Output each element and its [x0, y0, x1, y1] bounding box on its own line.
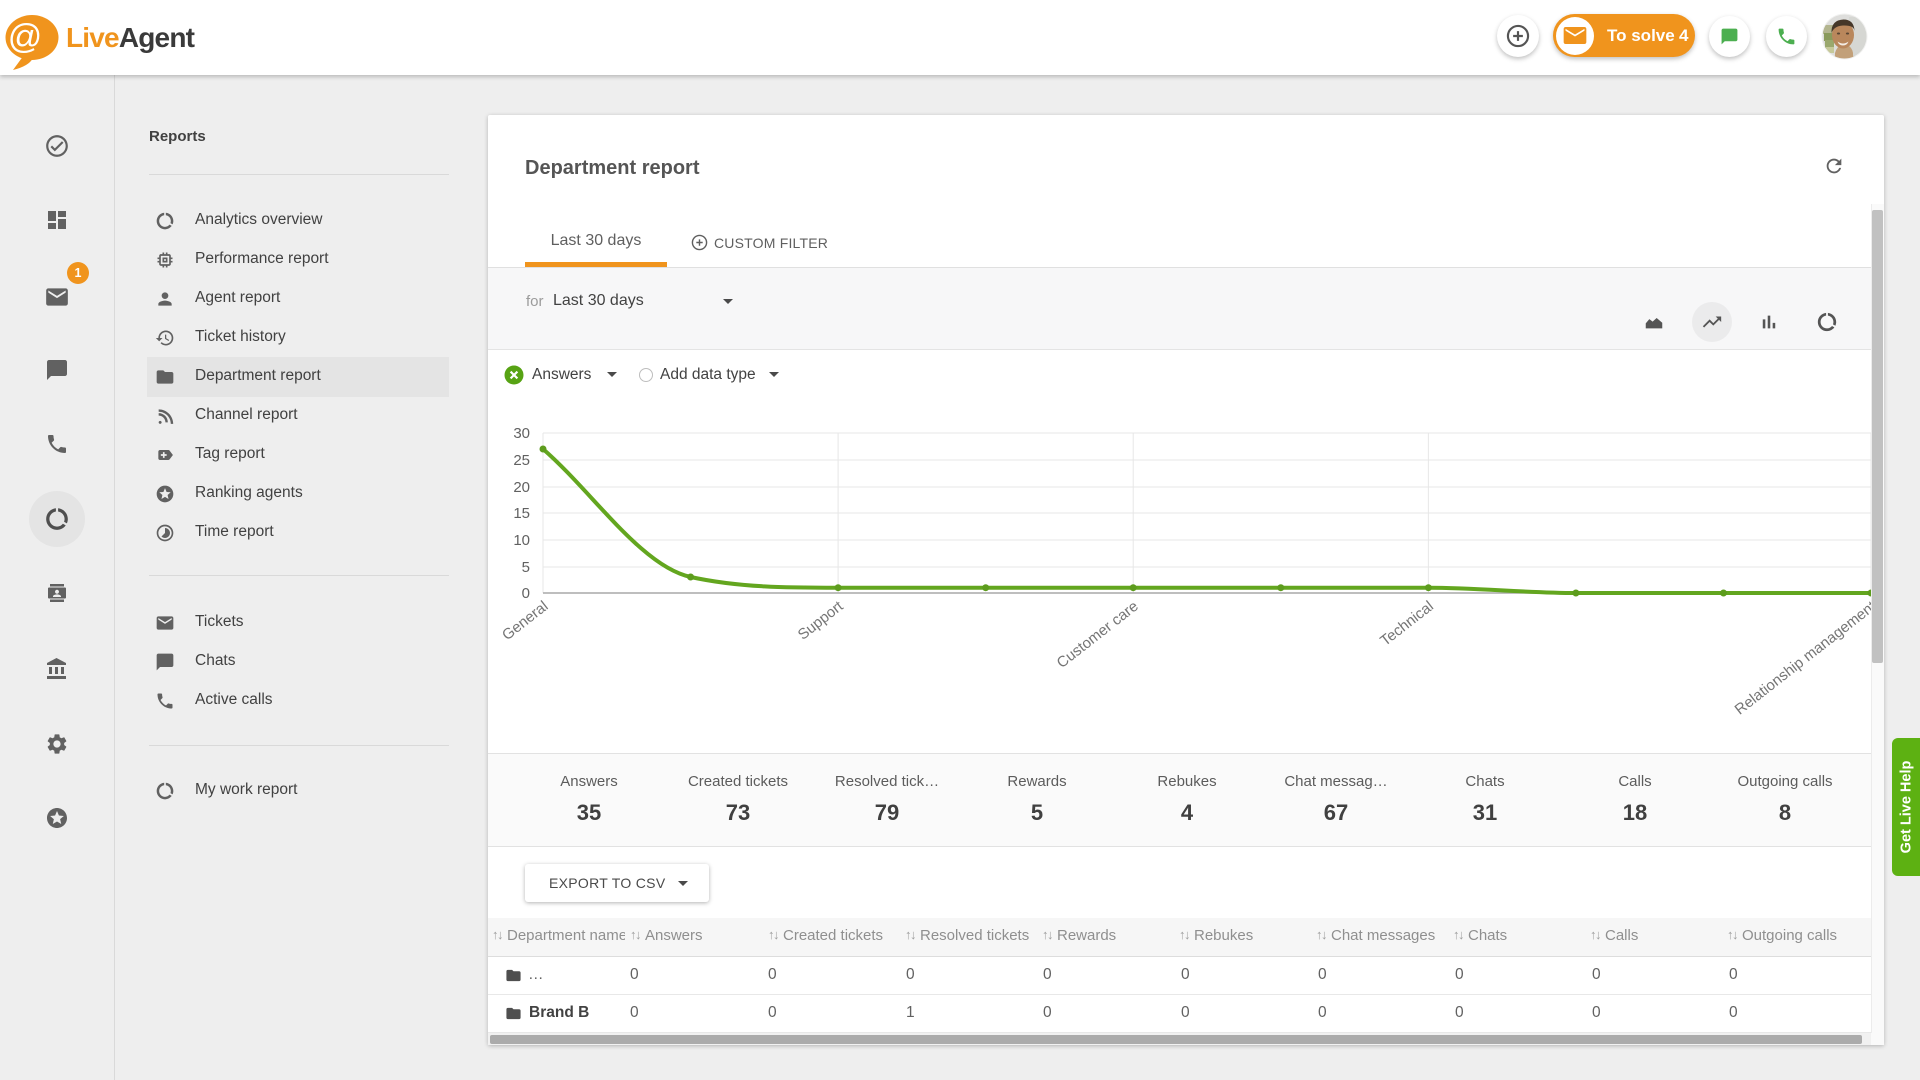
- svg-text:30: 30: [513, 425, 530, 442]
- svg-text:Technical: Technical: [1377, 598, 1437, 650]
- svg-text:Support: Support: [795, 597, 848, 643]
- svg-text:Customer care: Customer care: [1054, 598, 1142, 672]
- svg-text:5: 5: [522, 559, 530, 576]
- svg-text:25: 25: [513, 452, 530, 469]
- svg-text:General: General: [499, 598, 552, 644]
- svg-text:15: 15: [513, 505, 530, 522]
- svg-text:10: 10: [513, 532, 530, 549]
- svg-text:Relationship management: Relationship management: [1732, 597, 1871, 718]
- svg-text:0: 0: [522, 585, 530, 602]
- svg-text:@: @: [8, 18, 43, 56]
- svg-text:20: 20: [513, 479, 530, 496]
- svg-text:LiveAgent: LiveAgent: [66, 22, 195, 53]
